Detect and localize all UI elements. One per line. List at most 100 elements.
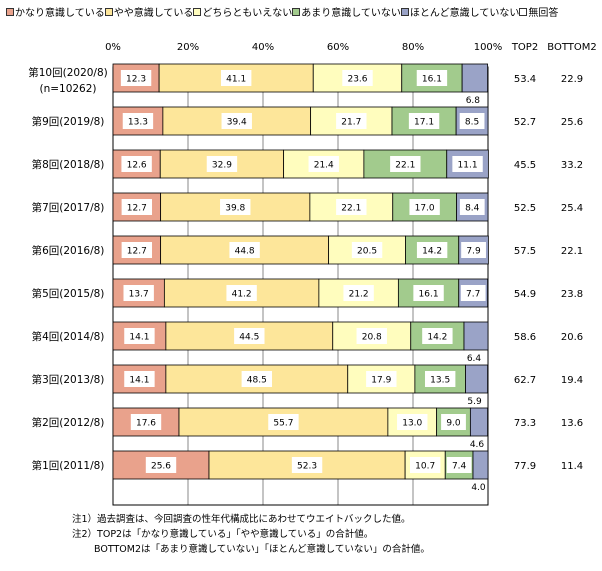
legend-label: ほとんど意識していない — [409, 8, 520, 19]
row-label: 第7回(2017/8) — [32, 201, 105, 214]
data-label: 17.1 — [414, 118, 434, 128]
top2-value: 53.4 — [514, 74, 536, 85]
row-label: 第10回(2020/8) — [28, 66, 108, 79]
data-label-bg — [220, 70, 252, 86]
row-label: 第1回(2011/8) — [32, 459, 105, 472]
data-label: 7.7 — [466, 290, 480, 300]
x-tick-label: 20% — [177, 42, 199, 53]
data-label: 39.8 — [225, 204, 245, 214]
data-label-bg — [226, 285, 257, 301]
bottom2-value: 11.4 — [561, 461, 583, 472]
data-label-bg — [121, 199, 153, 215]
x-tick-label: 0% — [105, 42, 121, 53]
data-label-bg — [122, 113, 154, 129]
data-label-bg — [336, 113, 367, 129]
bar-segment — [162, 106, 312, 136]
data-label-bg — [366, 371, 397, 387]
data-label: 17.6 — [136, 419, 156, 429]
data-label: 8.5 — [465, 118, 479, 128]
legend-swatch — [104, 7, 113, 16]
data-label: 8.4 — [465, 204, 480, 214]
data-label: 13.7 — [129, 290, 149, 300]
data-label-bg — [356, 328, 387, 344]
data-label: 23.6 — [347, 75, 367, 85]
data-label-bg — [121, 242, 153, 258]
bottom2-value: 20.6 — [561, 332, 583, 343]
data-label-bg — [234, 328, 265, 344]
data-label: 12.7 — [127, 247, 147, 257]
data-label-bg — [342, 70, 373, 86]
legend-item: あまり意識していない — [292, 4, 401, 19]
data-label: 14.1 — [129, 376, 149, 386]
bottom2-value: 23.8 — [561, 289, 583, 300]
data-label: 39.4 — [227, 118, 247, 128]
data-label: 16.1 — [419, 290, 439, 300]
x-tick-label: 80% — [402, 42, 424, 53]
bar-segment — [472, 450, 489, 480]
data-label: 10.7 — [415, 462, 435, 472]
data-label: 21.7 — [341, 118, 361, 128]
note-2: 注2）TOP2は「かなり意識している」「やや意識している」の合計値。 — [72, 529, 374, 540]
data-label-bg — [422, 328, 453, 344]
row-label: 第2回(2012/8) — [32, 416, 105, 429]
data-label: 16.1 — [422, 75, 442, 85]
data-label-bg — [120, 70, 152, 86]
data-label: 41.2 — [232, 290, 252, 300]
data-label: 48.5 — [247, 376, 267, 386]
legend-item: どちらともいえない — [193, 4, 292, 19]
data-label: 14.1 — [129, 333, 149, 343]
data-label-bg — [268, 414, 299, 430]
data-label-bg — [123, 285, 154, 301]
legend-item: かなり意識している — [6, 4, 105, 19]
bottom2-value: 22.9 — [561, 74, 583, 85]
bar-segment — [392, 192, 457, 222]
data-label-bg — [459, 113, 485, 129]
row-label: 第4回(2014/8) — [32, 330, 105, 343]
notes: 注1）過去調査は、今回調査の性年代構成比にあわせてウエイトバックした値。 注2）… — [72, 512, 430, 557]
data-label-bg — [206, 156, 238, 172]
data-label-bg — [424, 371, 456, 387]
data-label: 5.9 — [467, 397, 482, 407]
bottom2-value: 25.4 — [561, 203, 583, 214]
data-label-bg — [413, 285, 444, 301]
data-label-bg — [409, 457, 441, 473]
top2-value: 52.5 — [514, 203, 536, 214]
data-label-bg — [145, 457, 177, 473]
top2-value: 73.3 — [514, 418, 536, 429]
data-label-bg — [409, 199, 440, 215]
data-label: 11.1 — [458, 161, 478, 171]
data-label: 12.7 — [127, 204, 147, 214]
data-label: 7.9 — [466, 247, 481, 257]
data-label: 17.0 — [415, 204, 435, 214]
data-label: 52.3 — [297, 462, 317, 472]
data-label: 22.1 — [395, 161, 415, 171]
data-label-bg — [441, 414, 466, 430]
data-label-bg — [416, 70, 448, 86]
column-header-bottom2: BOTTOM2 — [547, 42, 596, 53]
row-sublabel: (n=10262) — [39, 83, 96, 95]
data-label: 14.2 — [427, 333, 447, 343]
column-header-top2: TOP2 — [511, 42, 538, 53]
row-label: 第3回(2013/8) — [32, 373, 105, 386]
top2-value: 62.7 — [514, 375, 536, 386]
top2-value: 58.6 — [514, 332, 536, 343]
bottom2-value: 19.4 — [561, 375, 583, 386]
data-label: 13.5 — [430, 376, 450, 386]
data-label: 22.1 — [341, 204, 361, 214]
data-label-bg — [460, 285, 486, 301]
row-label: 第8回(2018/8) — [32, 158, 105, 171]
bottom2-value: 33.2 — [561, 160, 583, 171]
data-label: 20.5 — [357, 247, 377, 257]
bar-segment — [112, 321, 167, 351]
bar-segment — [463, 321, 489, 351]
top2-value: 45.5 — [514, 160, 536, 171]
data-label-bg — [408, 113, 440, 129]
data-label: 17.9 — [371, 376, 391, 386]
data-label: 21.4 — [314, 161, 334, 171]
data-label: 6.4 — [467, 354, 482, 364]
data-label: 55.7 — [273, 419, 293, 429]
legend-swatch — [519, 7, 528, 16]
data-label-bg — [459, 199, 485, 215]
legend-swatch — [6, 7, 14, 16]
